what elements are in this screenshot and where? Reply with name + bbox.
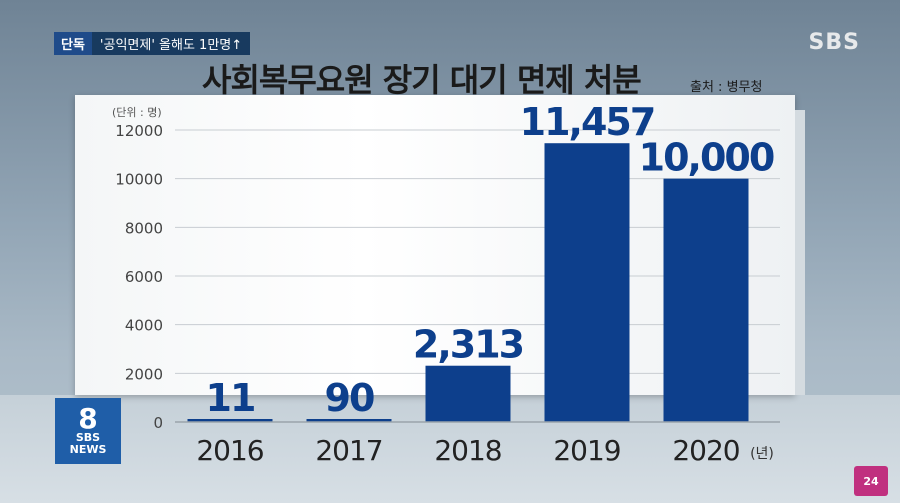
chart-panel-edge	[795, 110, 805, 395]
data-label: 11,457	[520, 100, 655, 144]
x-tick-label: 2018	[434, 434, 501, 467]
y-tick-label: 10000	[115, 171, 163, 189]
bar	[425, 365, 511, 422]
breaking-tag: 단독 '공익면제' 올해도 1만명↑	[54, 31, 251, 55]
tag-headline: '공익면제' 올해도 1만명↑	[91, 31, 251, 55]
tag-label: 단독	[54, 31, 92, 55]
sbs-24-logo: 24	[854, 466, 888, 496]
x-tick-label: 2019	[553, 434, 620, 467]
y-tick-label: 4000	[125, 317, 163, 335]
title-bar: 단독 '공익면제' 올해도 1만명↑ SBS 사회복무요원 장기 대기 면제 처…	[0, 0, 900, 99]
data-label: 2,313	[413, 323, 523, 367]
x-tick-label: 2017	[315, 434, 382, 467]
x-tick-label: 2016	[196, 434, 263, 467]
y-tick-label: 6000	[125, 268, 163, 286]
data-label: 11	[206, 376, 255, 420]
broadcaster-logo: SBS	[808, 30, 860, 55]
x-tick-label: 2020	[672, 434, 739, 467]
data-label: 90	[325, 376, 374, 420]
data-label: 10,000	[639, 136, 774, 180]
sbs-news-logo: 8 SBS NEWS	[55, 398, 121, 464]
bar	[663, 178, 749, 422]
y-tick-label: 0	[153, 414, 163, 432]
x-unit-label: (년)	[750, 446, 774, 462]
y-tick-label: 12000	[115, 122, 163, 140]
chart-title: 사회복무요원 장기 대기 면제 처분	[202, 61, 642, 99]
y-tick-label: 2000	[125, 365, 163, 383]
bar	[306, 419, 392, 422]
bar	[187, 419, 273, 422]
source-note: 출처 : 병무청	[690, 80, 763, 95]
unit-label: (단위 : 명)	[112, 106, 162, 119]
y-tick-label: 8000	[125, 219, 163, 237]
bar	[544, 143, 630, 422]
